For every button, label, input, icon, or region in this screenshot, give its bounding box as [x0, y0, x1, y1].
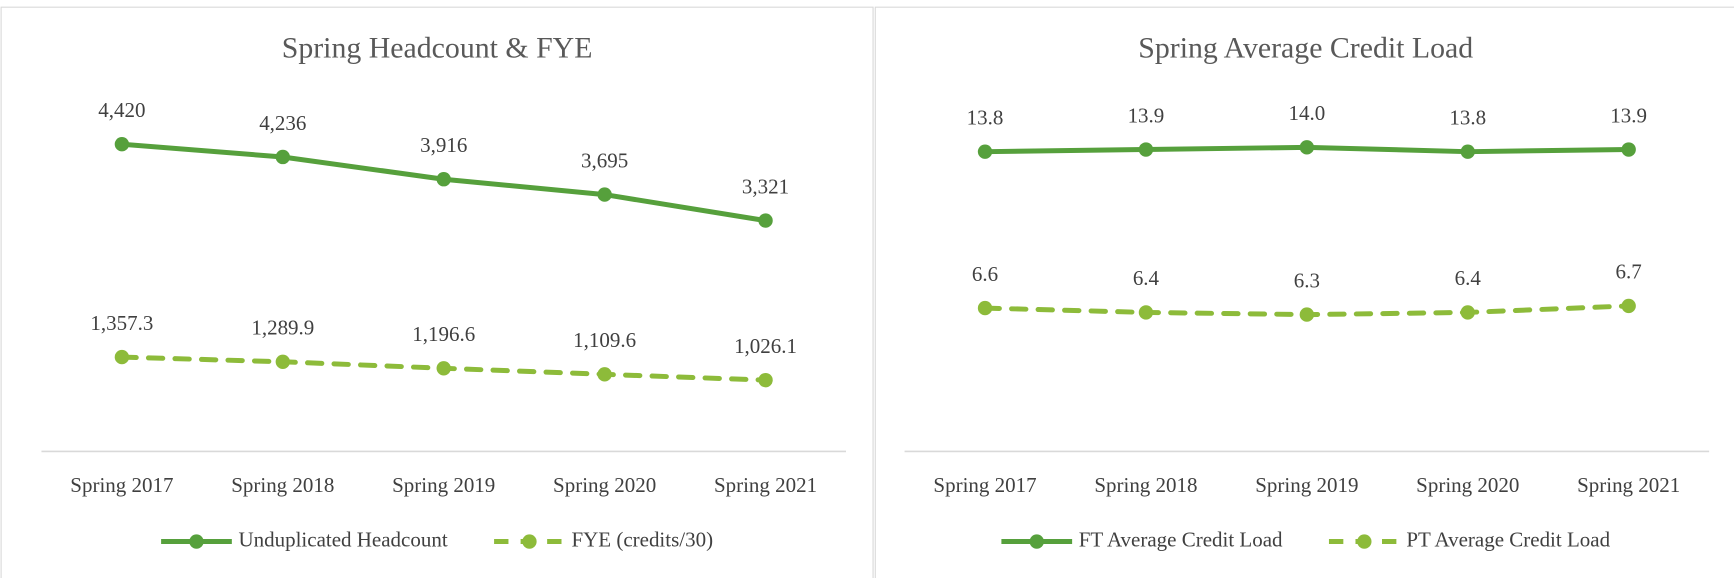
x-tick-label: Spring 2020	[553, 473, 656, 497]
data-label: 3,916	[420, 133, 467, 157]
data-label: 1,357.3	[90, 311, 153, 335]
legend-label: PT Average Credit Load	[1406, 527, 1610, 551]
data-label: 6.7	[1616, 260, 1642, 284]
x-tick-label: Spring 2021	[714, 473, 817, 497]
data-point	[1299, 307, 1315, 322]
data-label: 3,321	[742, 174, 789, 198]
data-point	[114, 349, 130, 365]
data-label: 4,420	[98, 98, 145, 122]
chart-title: Spring Headcount & FYE	[282, 32, 593, 65]
data-point	[1138, 305, 1154, 320]
data-point	[977, 144, 993, 159]
data-label: 13.9	[1128, 103, 1165, 127]
data-label: 3,695	[581, 148, 628, 172]
x-tick-label: Spring 2021	[1577, 473, 1680, 497]
data-label: 1,289.9	[251, 316, 314, 340]
data-label: 14.0	[1288, 101, 1325, 125]
panel-border	[0, 6, 874, 578]
legend-item: FT Average Credit Load	[1001, 527, 1283, 551]
legend-label: FT Average Credit Load	[1079, 527, 1283, 551]
data-label: 1,196.6	[412, 322, 475, 346]
data-label: 6.4	[1455, 266, 1482, 290]
data-label: 1,026.1	[734, 334, 797, 358]
data-point	[1299, 140, 1315, 155]
data-point	[114, 137, 130, 152]
legend-item: FYE (credits/30)	[494, 527, 713, 551]
data-point	[597, 367, 612, 382]
data-point	[1460, 305, 1475, 320]
x-tick-label: Spring 2017	[933, 473, 1036, 497]
data-label: 13.8	[967, 105, 1004, 129]
data-point	[1621, 298, 1636, 314]
legend-item: Unduplicated Headcount	[161, 527, 448, 551]
data-label: 13.8	[1449, 105, 1486, 129]
data-point	[436, 172, 451, 187]
data-point	[275, 354, 290, 369]
legend-label: FYE (credits/30)	[571, 527, 713, 551]
legend-marker	[189, 534, 204, 549]
legend-marker	[1357, 534, 1372, 549]
x-tick-label: Spring 2019	[392, 473, 495, 497]
legend-label: Unduplicated Headcount	[238, 527, 447, 551]
legend-marker	[522, 534, 537, 549]
x-tick-label: Spring 2019	[1255, 473, 1358, 497]
data-label: 6.3	[1294, 268, 1320, 292]
data-point	[275, 149, 290, 165]
data-point	[597, 187, 612, 202]
x-tick-label: Spring 2020	[1416, 473, 1519, 497]
panel-border	[874, 6, 1734, 578]
x-tick-label: Spring 2018	[1094, 473, 1197, 497]
data-point	[1621, 142, 1636, 157]
legend-item: PT Average Credit Load	[1328, 527, 1611, 551]
data-point	[977, 300, 993, 316]
data-point	[1138, 142, 1154, 157]
data-label: 6.6	[972, 262, 998, 286]
data-label: 4,236	[259, 111, 306, 135]
data-point	[436, 361, 451, 376]
data-point	[1460, 144, 1475, 159]
legend-marker	[1029, 534, 1044, 549]
data-point	[758, 372, 773, 388]
data-point	[758, 213, 773, 228]
x-tick-label: Spring 2018	[231, 473, 334, 497]
data-label: 13.9	[1610, 103, 1647, 127]
data-label: 6.4	[1133, 266, 1160, 290]
x-tick-label: Spring 2017	[70, 473, 173, 497]
data-label: 1,109.6	[573, 328, 636, 352]
chart-title: Spring Average Credit Load	[1138, 32, 1473, 65]
